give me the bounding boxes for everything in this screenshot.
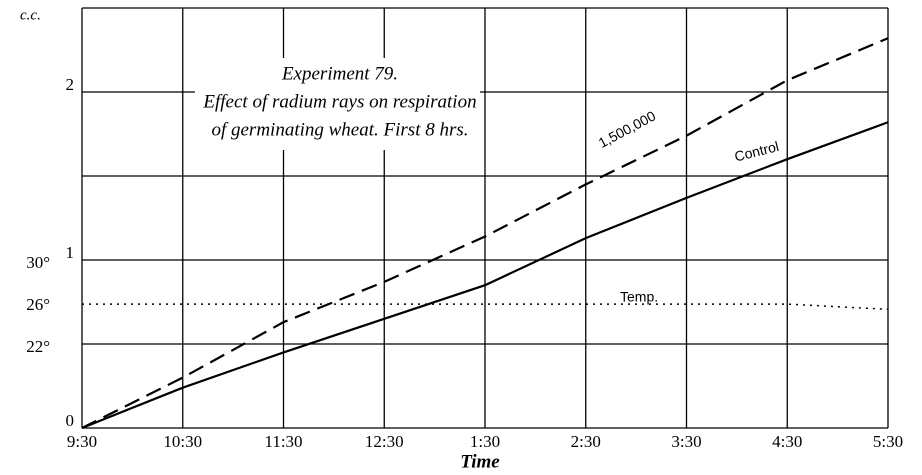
x-tick-label: 3:30: [671, 432, 701, 451]
x-tick-label: 5:30: [873, 432, 903, 451]
chart-title: Experiment 79.: [281, 63, 398, 84]
chart-title: of germinating wheat. First 8 hrs.: [211, 119, 468, 140]
x-tick-label: 11:30: [264, 432, 302, 451]
x-tick-label: 2:30: [571, 432, 601, 451]
x-tick-label: 1:30: [470, 432, 500, 451]
data-line: [81, 37, 889, 429]
y-axis-label: c.c.: [20, 7, 41, 23]
y2-tick-label: 26°: [26, 295, 50, 314]
data-line: [81, 121, 889, 430]
x-tick-label: 10:30: [163, 432, 202, 451]
title-box: [195, 58, 480, 150]
x-tick-label: 12:30: [365, 432, 404, 451]
data-line: [82, 303, 889, 311]
series-label: Temp.: [620, 289, 658, 305]
y-tick-label: 0: [66, 411, 75, 430]
x-axis-label: Time: [460, 451, 500, 472]
series-label: 1,500,000: [596, 107, 659, 150]
chart-title: Effect of radium rays on respiration: [202, 91, 476, 112]
y-tick-label: 1: [66, 243, 75, 262]
y2-tick-label: 30°: [26, 253, 50, 272]
y2-tick-label: 22°: [26, 337, 50, 356]
x-tick-label: 9:30: [67, 432, 97, 451]
series-label: Control: [733, 138, 781, 164]
x-tick-label: 4:30: [772, 432, 802, 451]
y-tick-label: 2: [66, 75, 75, 94]
